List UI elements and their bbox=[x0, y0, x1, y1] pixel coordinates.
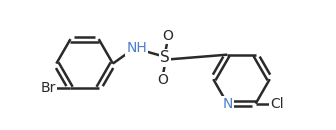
Text: S: S bbox=[160, 50, 170, 65]
Text: Br: Br bbox=[40, 81, 55, 95]
Text: O: O bbox=[162, 29, 173, 43]
Text: Cl: Cl bbox=[270, 97, 284, 111]
Text: O: O bbox=[158, 73, 168, 87]
Text: NH: NH bbox=[127, 41, 147, 55]
Text: N: N bbox=[222, 97, 233, 111]
